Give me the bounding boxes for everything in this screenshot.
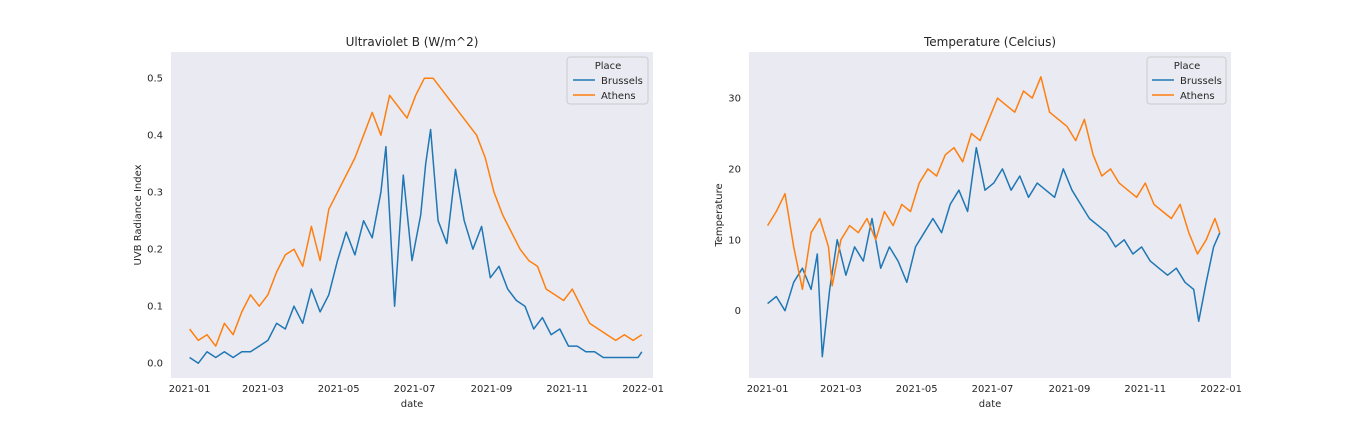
x-tick-label-temperature: 2021-11 bbox=[1124, 384, 1166, 395]
y-tick-label-uvb: 0.1 bbox=[147, 302, 163, 313]
legend-temperature: Place Brussels Athens bbox=[1146, 56, 1227, 105]
y-tick-label-uvb: 0.3 bbox=[147, 188, 163, 199]
x-tick-label-uvb: 2021-11 bbox=[546, 384, 588, 395]
y-tick-label-temperature: 30 bbox=[728, 94, 741, 105]
x-tick-label-temperature: 2022-01 bbox=[1200, 384, 1242, 395]
legend-box-temperature bbox=[1146, 56, 1227, 105]
chart-title-uvb: Ultraviolet B (W/m^2) bbox=[346, 35, 479, 49]
legend-uvb: Place Brussels Athens bbox=[566, 56, 649, 105]
x-ticks-temperature: 2021-01 2021-03 2021-05 2021-07 2021-09 2021-… bbox=[747, 384, 1242, 395]
y-tick-label-uvb: 0.0 bbox=[147, 359, 163, 370]
series-line-athens-temperature bbox=[766, 76, 1221, 291]
x-tick-label-uvb: 2021-03 bbox=[242, 384, 284, 395]
x-tick-label-uvb: 2021-05 bbox=[318, 384, 360, 395]
y-tick-label-uvb: 0.5 bbox=[147, 74, 163, 85]
x-tick-label-temperature: 2021-09 bbox=[1049, 384, 1091, 395]
chart-uvb: Ultraviolet B (W/m^2) date UVB Radiance … bbox=[133, 35, 664, 410]
legend-title-uvb: Place bbox=[595, 61, 622, 72]
legend-label-athens-uvb: Athens bbox=[601, 91, 636, 102]
y-tick-label-uvb: 0.4 bbox=[147, 131, 163, 142]
x-tick-label-temperature: 2021-03 bbox=[820, 384, 862, 395]
series-group-temperature bbox=[766, 76, 1221, 358]
y-ticks-uvb: 0.0 0.1 0.2 0.3 0.4 0.5 bbox=[147, 74, 163, 370]
legend-title-temperature: Place bbox=[1174, 61, 1201, 72]
y-axis-label-temperature: Temperature bbox=[714, 183, 725, 247]
y-axis-label-uvb: UVB Radiance Index bbox=[133, 164, 144, 265]
x-tick-label-uvb: 2022-01 bbox=[622, 384, 664, 395]
x-tick-label-uvb: 2021-07 bbox=[394, 384, 436, 395]
x-tick-label-temperature: 2021-05 bbox=[896, 384, 938, 395]
y-tick-label-temperature: 0 bbox=[735, 306, 741, 317]
x-tick-label-temperature: 2021-01 bbox=[747, 384, 789, 395]
series-line-brussels-uvb bbox=[189, 128, 643, 364]
y-tick-label-temperature: 20 bbox=[728, 164, 741, 175]
x-axis-label-uvb: date bbox=[401, 399, 424, 410]
x-ticks-uvb: 2021-01 2021-03 2021-05 2021-07 2021-09 2021-… bbox=[169, 384, 664, 395]
legend-label-brussels-temperature: Brussels bbox=[1180, 76, 1222, 87]
chart-temperature: Temperature (Celcius) date Temperature 2… bbox=[714, 35, 1242, 410]
x-tick-label-temperature: 2021-07 bbox=[972, 384, 1014, 395]
legend-box-uvb bbox=[566, 56, 649, 105]
y-tick-label-temperature: 10 bbox=[728, 235, 741, 246]
x-axis-label-temperature: date bbox=[979, 399, 1002, 410]
legend-label-brussels-uvb: Brussels bbox=[601, 76, 643, 87]
x-tick-label-uvb: 2021-09 bbox=[471, 384, 513, 395]
chart-title-temperature: Temperature (Celcius) bbox=[923, 35, 1056, 49]
series-line-athens-uvb bbox=[189, 77, 643, 347]
y-ticks-temperature: 0 10 20 30 bbox=[728, 94, 741, 318]
y-tick-label-uvb: 0.2 bbox=[147, 245, 163, 256]
plot-area-temperature bbox=[749, 52, 1231, 378]
legend-label-athens-temperature: Athens bbox=[1180, 91, 1215, 102]
series-line-brussels-temperature bbox=[767, 146, 1221, 358]
series-group-uvb bbox=[189, 77, 643, 364]
x-tick-label-uvb: 2021-01 bbox=[169, 384, 211, 395]
